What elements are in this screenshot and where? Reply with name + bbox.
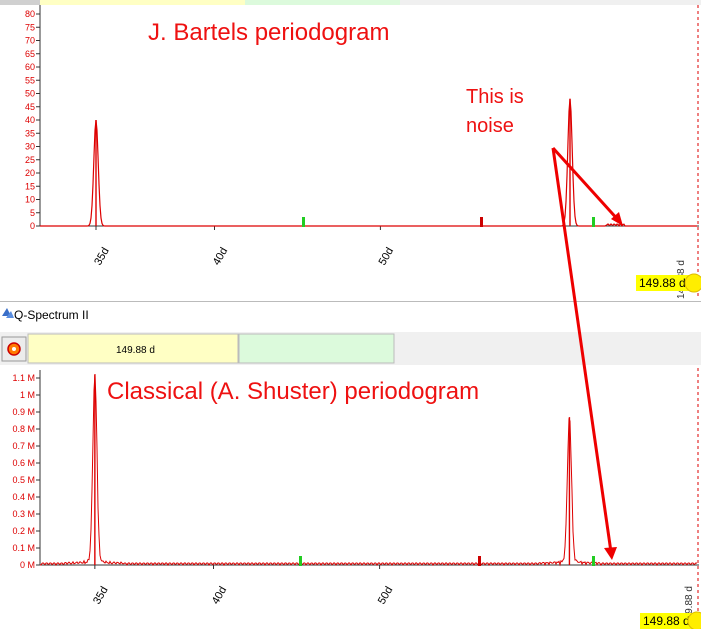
bartels-periodogram-plot: 0 5 10 15 20 25 30 35 40 45 50 55 60 65 70 75 80 35d 40d 5…	[25, 5, 699, 299]
top-y-axis: 0 5 10 15 20 25 30 35 40 45 50 55 60 65 70 75 80	[25, 9, 40, 231]
y-tick-label: 30	[25, 142, 35, 152]
period-field-value: 149.88 d	[116, 345, 155, 356]
green-field[interactable]	[238, 333, 395, 364]
red-marker[interactable]	[480, 217, 483, 227]
y-tick-label: 25	[25, 155, 35, 165]
top-x-axis: 35d40d50d100d	[92, 226, 397, 268]
app-icon	[2, 308, 14, 318]
top-annotation: J. Bartels periodogram	[148, 19, 389, 46]
annotation-arrows	[551, 146, 623, 560]
green-marker-1[interactable]	[302, 217, 305, 227]
y-tick-label: 50	[25, 89, 35, 99]
cursor-readout-bottom: 149.88 d	[640, 613, 693, 629]
x-tick-label: 35d	[91, 585, 111, 607]
green-marker-2[interactable]	[592, 556, 595, 566]
y-tick-label: 35	[25, 128, 35, 138]
y-tick-label: 40	[25, 115, 35, 125]
y-tick-label: 65	[25, 49, 35, 59]
y-tick-label: 0.6 M	[12, 458, 35, 468]
bartels-series-line	[40, 98, 697, 228]
top-toolbar-remnant	[0, 0, 701, 5]
y-tick-label: 45	[25, 102, 35, 112]
shuster-periodogram-plot: 0 M 0.1 M 0.2 M 0.3 M 0.4 M 0.5 M 0.6 M 0.7 M 0.…	[12, 368, 699, 629]
y-tick-label: 0.8 M	[12, 424, 35, 434]
x-tick-label: 50d	[376, 585, 396, 607]
x-tick-label: 40d	[210, 585, 230, 607]
x-tick-label: 35d	[92, 246, 112, 268]
y-tick-label: 10	[25, 195, 35, 205]
y-tick-label: 0.1 M	[12, 543, 35, 553]
y-tick-label: 0.3 M	[12, 509, 35, 519]
y-tick-label: 80	[25, 9, 35, 19]
y-tick-label: 75	[25, 22, 35, 32]
y-tick-label: 0.9 M	[12, 407, 35, 417]
y-tick-label: 20	[25, 168, 35, 178]
cursor-vertical-label-bottom: 149.88 d	[684, 586, 695, 625]
window-title-bar[interactable]: Q-Spectrum II	[0, 301, 701, 322]
y-tick-label: 1.1 M	[12, 373, 35, 383]
green-marker-2[interactable]	[592, 217, 595, 227]
bottom-x-axis: 35d40d50d100d	[91, 565, 396, 607]
toolbar: 149.88 d	[0, 332, 701, 365]
shuster-series-line	[39, 373, 698, 567]
noise-note-line2: noise	[466, 115, 514, 137]
green-marker-1[interactable]	[299, 556, 302, 566]
window-title: Q-Spectrum II	[14, 308, 89, 322]
y-tick-label: 0.7 M	[12, 441, 35, 451]
period-field[interactable]	[27, 333, 239, 364]
y-tick-label: 0 M	[20, 560, 35, 570]
red-marker[interactable]	[478, 556, 481, 566]
x-tick-label: 40d	[211, 246, 231, 268]
bottom-annotation: Classical (A. Shuster) periodogram	[107, 378, 479, 405]
noise-note-line1: This is	[466, 86, 524, 108]
y-tick-label: 0.4 M	[12, 492, 35, 502]
y-tick-label: 1 M	[20, 390, 35, 400]
y-tick-label: 5	[30, 208, 35, 218]
y-tick-label: 0.5 M	[12, 475, 35, 485]
bottom-y-axis: 0 M 0.1 M 0.2 M 0.3 M 0.4 M 0.5 M 0.6 M 0.7 M 0.…	[12, 373, 40, 570]
y-tick-label: 70	[25, 36, 35, 46]
y-tick-label: 60	[25, 62, 35, 72]
y-tick-label: 0.2 M	[12, 526, 35, 536]
y-tick-label: 55	[25, 75, 35, 85]
x-tick-label: 50d	[377, 246, 397, 268]
cursor-readout-top: 149.88 d	[636, 275, 689, 291]
y-tick-label: 0	[30, 221, 35, 231]
y-tick-label: 15	[25, 181, 35, 191]
